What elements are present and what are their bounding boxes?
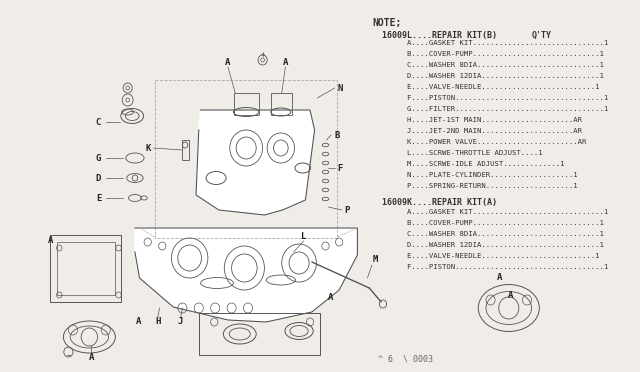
Text: A....GASKET KIT..............................1: A....GASKET KIT.........................…	[372, 40, 608, 46]
Bar	[56, 242, 115, 295]
Text: A....GASKET KIT..............................1: A....GASKET KIT.........................…	[372, 209, 608, 215]
Text: A: A	[283, 58, 288, 67]
Text: A: A	[328, 294, 333, 302]
Text: 16009L....REPAIR KIT(B): 16009L....REPAIR KIT(B)	[372, 31, 497, 40]
Text: D....WASHER 12DIA...........................1: D....WASHER 12DIA.......................…	[372, 73, 604, 79]
Text: N....PLATE-CYLINDER...................1: N....PLATE-CYLINDER...................1	[372, 172, 578, 178]
Text: L....SCRWE-THROTTLE ADJUST....1: L....SCRWE-THROTTLE ADJUST....1	[372, 150, 543, 156]
Text: D: D	[96, 173, 101, 183]
Text: E....VALVE-NEEDLE..........................1: E....VALVE-NEEDLE.......................…	[372, 84, 600, 90]
Bar	[199, 313, 320, 355]
Text: 16009K....REPAIR KIT(A): 16009K....REPAIR KIT(A)	[372, 198, 497, 207]
Text: F: F	[337, 164, 343, 173]
Text: F....PISTON..................................1: F....PISTON.............................…	[372, 95, 608, 101]
Text: NOTE;: NOTE;	[372, 18, 401, 28]
Text: C: C	[96, 118, 101, 126]
Text: H....JET-1ST MAIN.....................AR: H....JET-1ST MAIN.....................AR	[372, 117, 582, 123]
Bar	[182, 140, 189, 160]
Text: E....VALVE-NEEDLE..........................1: E....VALVE-NEEDLE.......................…	[372, 253, 600, 259]
Text: A: A	[497, 273, 502, 282]
Text: B....COVER-PUMP.............................1: B....COVER-PUMP.........................…	[372, 220, 604, 226]
Text: G: G	[96, 154, 101, 163]
Text: J: J	[178, 317, 183, 327]
Text: M: M	[373, 256, 378, 264]
Text: A: A	[136, 317, 141, 327]
Bar	[50, 235, 121, 302]
Text: H: H	[155, 317, 161, 327]
Text: D....WASHER 12DIA...........................1: D....WASHER 12DIA.......................…	[372, 242, 604, 248]
Text: A: A	[225, 58, 230, 67]
Bar	[271, 93, 292, 115]
Text: Q'TY: Q'TY	[532, 31, 552, 40]
Text: A: A	[88, 353, 94, 362]
Text: K: K	[145, 144, 150, 153]
Text: B: B	[335, 131, 340, 140]
Text: L: L	[301, 231, 307, 241]
Polygon shape	[135, 228, 357, 322]
Polygon shape	[196, 110, 315, 215]
Text: P....SPRING-RETURN....................1: P....SPRING-RETURN....................1	[372, 183, 578, 189]
Text: F....PISTON..................................1: F....PISTON.............................…	[372, 264, 608, 270]
Text: E: E	[96, 193, 101, 202]
Text: G....FILTER..................................1: G....FILTER.............................…	[372, 106, 608, 112]
Bar	[155, 80, 337, 238]
Text: K....POWER VALVE.......................AR: K....POWER VALVE.......................A…	[372, 139, 586, 145]
Text: C....WASHER 8DIA............................1: C....WASHER 8DIA........................…	[372, 62, 604, 68]
Text: J....JET-2ND MAIN.....................AR: J....JET-2ND MAIN.....................AR	[372, 128, 582, 134]
Text: P: P	[345, 205, 350, 215]
Text: ^ 6  \ 0003: ^ 6 \ 0003	[378, 355, 433, 364]
Text: C....WASHER 8DIA............................1: C....WASHER 8DIA........................…	[372, 231, 604, 237]
Text: A: A	[47, 235, 53, 244]
Text: A: A	[508, 291, 513, 299]
Text: B....COVER-PUMP.............................1: B....COVER-PUMP.........................…	[372, 51, 604, 57]
Bar	[234, 93, 259, 115]
Text: N: N	[337, 83, 343, 93]
Text: M....SCRWE-IDLE ADJUST.............1: M....SCRWE-IDLE ADJUST.............1	[372, 161, 564, 167]
